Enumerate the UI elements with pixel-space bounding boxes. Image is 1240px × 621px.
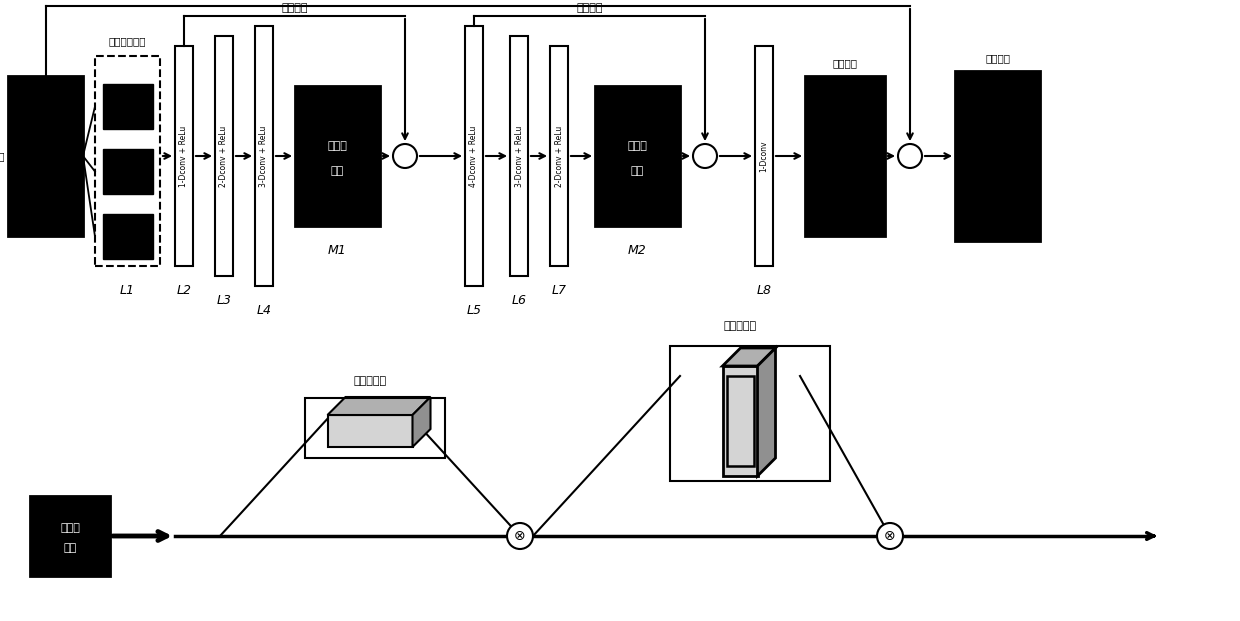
Text: 1-Dconv: 1-Dconv [759,140,769,172]
Circle shape [693,144,717,168]
Bar [103,149,153,194]
Text: 多尺度卷积组: 多尺度卷积组 [109,36,146,46]
Polygon shape [327,415,413,447]
Text: 注意力: 注意力 [327,141,347,151]
Circle shape [507,523,533,549]
Text: −: − [903,146,918,164]
Text: 通道注意力: 通道注意力 [353,376,387,386]
Text: 2-Dconv + ReLu: 2-Dconv + ReLu [219,125,228,187]
Text: 残差图像: 残差图像 [832,58,858,68]
Text: L5: L5 [466,304,481,317]
Polygon shape [413,397,430,447]
Polygon shape [758,348,775,476]
Text: 模块: 模块 [331,166,345,176]
Bar [670,346,830,481]
Text: L3: L3 [217,294,232,307]
Text: 跳跃连接: 跳跃连接 [577,3,603,13]
Bar [30,496,110,576]
Bar [103,84,153,129]
Text: 模块: 模块 [631,166,644,176]
Text: 空间注意力: 空间注意力 [723,321,756,331]
Circle shape [393,144,417,168]
Bar [595,86,680,226]
Bar [103,214,153,259]
Text: 模块: 模块 [63,543,77,553]
Text: M1: M1 [329,244,347,257]
Text: M2: M2 [629,244,647,257]
Bar [805,76,885,236]
Text: 2-Dconv + ReLu: 2-Dconv + ReLu [554,125,563,187]
Bar [295,86,379,226]
Text: L8: L8 [756,284,771,297]
Text: 4-Dconv + ReLu: 4-Dconv + ReLu [470,125,479,187]
Text: L6: L6 [511,294,527,307]
Text: L4: L4 [257,304,272,317]
Bar [305,398,445,458]
Text: L1: L1 [120,284,135,297]
Text: ⊗: ⊗ [515,529,526,543]
Bar [755,46,773,266]
Text: 3-Dconv + ReLu: 3-Dconv + ReLu [259,125,269,187]
Bar [7,76,83,236]
Bar [175,46,193,266]
Text: ⊗: ⊗ [884,529,895,543]
Text: 噪声图像: 噪声图像 [0,151,5,161]
Text: 去噪图像: 去噪图像 [985,53,1011,63]
Circle shape [877,523,903,549]
Bar [510,36,528,276]
Text: L7: L7 [552,284,567,297]
Text: 跳跃连接: 跳跃连接 [281,3,308,13]
Text: 1-Dconv + ReLu: 1-Dconv + ReLu [180,125,188,187]
Bar [255,26,273,286]
Text: 注意力: 注意力 [627,141,647,151]
Circle shape [898,144,923,168]
Text: 3-Dconv + ReLu: 3-Dconv + ReLu [515,125,523,187]
Bar [551,46,568,266]
Bar [465,26,484,286]
Text: L2: L2 [176,284,191,297]
Polygon shape [327,397,430,415]
Bar [95,56,160,266]
Polygon shape [723,348,775,366]
Text: +: + [398,148,412,163]
Text: 注意力: 注意力 [60,523,79,533]
Polygon shape [723,366,758,476]
Bar [215,36,233,276]
Text: +: + [698,148,712,163]
Bar [955,71,1040,241]
